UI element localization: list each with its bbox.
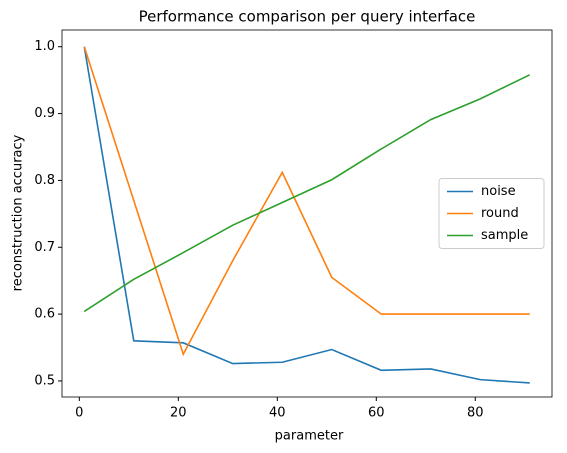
x-tick-label: 40 — [269, 406, 286, 421]
chart-title: Performance comparison per query interfa… — [139, 8, 476, 26]
x-tick-label: 0 — [75, 406, 83, 421]
y-tick-label: 0.8 — [34, 173, 55, 188]
line-series — [83, 46, 530, 384]
y-tick-label: 0.7 — [34, 240, 55, 255]
x-tick-label: 20 — [170, 406, 187, 421]
y-tick-label: 1.0 — [34, 39, 55, 54]
legend-label: noise — [481, 184, 516, 199]
line-series — [83, 74, 531, 313]
plot-frame — [61, 29, 553, 398]
line-series — [83, 46, 530, 357]
legend-box — [438, 178, 545, 249]
x-tick-label: 60 — [368, 406, 385, 421]
x-tick-label: 80 — [467, 406, 484, 421]
legend-label: round — [481, 206, 519, 221]
legend-label: sample — [481, 228, 528, 243]
y-tick-label: 0.5 — [34, 373, 55, 388]
y-tick-label: 0.6 — [34, 307, 55, 322]
x-axis-label: parameter — [275, 429, 344, 444]
y-tick-label: 0.9 — [34, 106, 55, 121]
y-axis-label: reconstruction accuracy — [11, 134, 26, 291]
